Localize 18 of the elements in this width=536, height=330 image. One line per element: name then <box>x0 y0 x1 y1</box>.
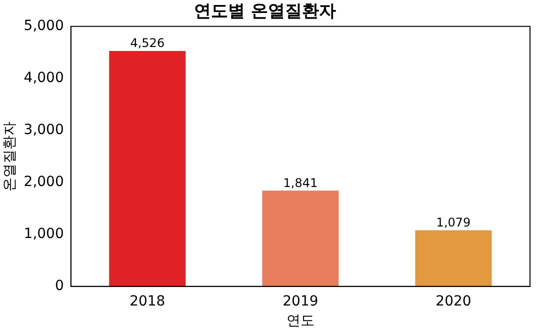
y-tick-label: 5,000 <box>24 18 64 34</box>
x-axis-title: 연도 <box>286 313 314 330</box>
y-tick-label: 4,000 <box>24 70 64 86</box>
data-label: 4,526 <box>130 36 165 50</box>
chart-title: 연도별 온열질환자 <box>194 2 336 22</box>
data-label: 1,079 <box>436 215 471 230</box>
y-tick-label: 2,000 <box>24 174 64 190</box>
y-tick-label: 3,000 <box>24 122 64 138</box>
x-tick-label: 2019 <box>282 293 318 310</box>
y-tick-label: 1,000 <box>24 226 64 242</box>
bar <box>262 190 339 286</box>
data-label: 1,841 <box>283 176 318 190</box>
bar <box>109 51 186 286</box>
y-axis-title: 온열질환자 <box>2 121 18 192</box>
x-tick-label: 2020 <box>436 293 472 310</box>
y-tick-label: 0 <box>54 278 64 294</box>
x-tick-label: 2018 <box>130 293 166 310</box>
bar <box>415 230 492 286</box>
